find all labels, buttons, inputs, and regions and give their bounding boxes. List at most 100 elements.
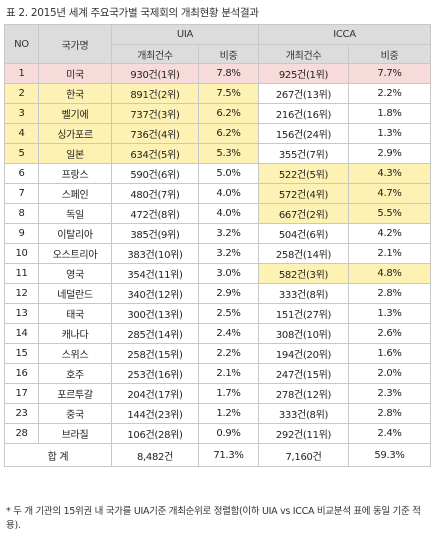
- cell-no: 6: [4, 163, 39, 184]
- cell-country: 이탈리아: [38, 223, 112, 244]
- cell-uia-count: 480건(7위): [111, 183, 199, 204]
- table-row: 7 스페인 480건(7위) 4.0% 572건(4위) 4.7%: [4, 183, 431, 204]
- cell-uia-share: 6.2%: [198, 123, 259, 144]
- cell-uia-share: 5.3%: [198, 143, 259, 164]
- total-label: 합 계: [4, 443, 112, 467]
- cell-icca-count: 333건(8위): [258, 283, 349, 304]
- cell-no: 9: [4, 223, 39, 244]
- cell-icca-share: 2.4%: [348, 423, 431, 444]
- cell-no: 5: [4, 143, 39, 164]
- cell-country: 호주: [38, 363, 112, 384]
- header-icca: ICCA: [258, 24, 431, 45]
- cell-uia-count: 354건(11위): [111, 263, 199, 284]
- cell-icca-count: 151건(27위): [258, 303, 349, 324]
- cell-no: 10: [4, 243, 39, 264]
- total-row: 합 계 8,482건 71.3% 7,160건 59.3%: [4, 443, 431, 467]
- table-row: 4 싱가포르 736건(4위) 6.2% 156건(24위) 1.3%: [4, 123, 431, 144]
- cell-country: 프랑스: [38, 163, 112, 184]
- cell-icca-share: 2.0%: [348, 363, 431, 384]
- cell-uia-share: 4.0%: [198, 183, 259, 204]
- cell-icca-share: 4.3%: [348, 163, 431, 184]
- cell-country: 오스트리아: [38, 243, 112, 264]
- cell-uia-count: 106건(28위): [111, 423, 199, 444]
- cell-no: 28: [4, 423, 39, 444]
- table-row: 5 일본 634건(5위) 5.3% 355건(7위) 2.9%: [4, 143, 431, 164]
- total-uia-count: 8,482건: [111, 443, 199, 467]
- cell-icca-count: 355건(7위): [258, 143, 349, 164]
- cell-icca-count: 504건(6위): [258, 223, 349, 244]
- cell-country: 네덜란드: [38, 283, 112, 304]
- cell-uia-count: 891건(2위): [111, 83, 199, 104]
- cell-uia-share: 2.5%: [198, 303, 259, 324]
- cell-no: 13: [4, 303, 39, 324]
- cell-country: 한국: [38, 83, 112, 104]
- cell-uia-count: 634건(5위): [111, 143, 199, 164]
- cell-icca-count: 572건(4위): [258, 183, 349, 204]
- conference-stats-table: NO 국가명 UIA ICCA 개최건수 비중 개최건수 비중 1 미국 930…: [4, 24, 431, 467]
- cell-country: 벨기에: [38, 103, 112, 124]
- cell-uia-count: 144건(23위): [111, 403, 199, 424]
- cell-country: 캐나다: [38, 323, 112, 344]
- cell-uia-share: 3.0%: [198, 263, 259, 284]
- header-icca-count: 개최건수: [258, 44, 349, 64]
- cell-icca-count: 216건(16위): [258, 103, 349, 124]
- cell-icca-count: 267건(13위): [258, 83, 349, 104]
- cell-uia-share: 7.8%: [198, 63, 259, 84]
- header-uia-share: 비중: [198, 44, 259, 64]
- cell-uia-share: 7.5%: [198, 83, 259, 104]
- cell-uia-share: 3.2%: [198, 243, 259, 264]
- cell-uia-count: 383건(10위): [111, 243, 199, 264]
- cell-icca-share: 2.2%: [348, 83, 431, 104]
- cell-uia-share: 0.9%: [198, 423, 259, 444]
- table-row: 2 한국 891건(2위) 7.5% 267건(13위) 2.2%: [4, 83, 431, 104]
- cell-icca-share: 2.1%: [348, 243, 431, 264]
- cell-no: 15: [4, 343, 39, 364]
- cell-uia-count: 204건(17위): [111, 383, 199, 404]
- header-uia-count: 개최건수: [111, 44, 199, 64]
- cell-country: 중국: [38, 403, 112, 424]
- cell-no: 11: [4, 263, 39, 284]
- cell-uia-count: 258건(15위): [111, 343, 199, 364]
- table-row: 23 중국 144건(23위) 1.2% 333건(8위) 2.8%: [4, 403, 431, 424]
- cell-icca-count: 522건(5위): [258, 163, 349, 184]
- cell-icca-count: 308건(10위): [258, 323, 349, 344]
- table-row: 9 이탈리아 385건(9위) 3.2% 504건(6위) 4.2%: [4, 223, 431, 244]
- cell-country: 스페인: [38, 183, 112, 204]
- cell-icca-count: 925건(1위): [258, 63, 349, 84]
- table-row: 13 태국 300건(13위) 2.5% 151건(27위) 1.3%: [4, 303, 431, 324]
- cell-uia-share: 1.2%: [198, 403, 259, 424]
- header-country: 국가명: [38, 24, 112, 64]
- cell-icca-share: 4.7%: [348, 183, 431, 204]
- table-row: 8 독일 472건(8위) 4.0% 667건(2위) 5.5%: [4, 203, 431, 224]
- cell-icca-count: 292건(11위): [258, 423, 349, 444]
- table-row: 17 포르투갈 204건(17위) 1.7% 278건(12위) 2.3%: [4, 383, 431, 404]
- cell-uia-count: 472건(8위): [111, 203, 199, 224]
- cell-no: 7: [4, 183, 39, 204]
- footnote: * 두 개 기관의 15위권 내 국가를 UIA기준 개최순위로 정렬함(이하 …: [6, 506, 421, 531]
- table-row: 11 영국 354건(11위) 3.0% 582건(3위) 4.8%: [4, 263, 431, 284]
- cell-icca-share: 1.6%: [348, 343, 431, 364]
- cell-uia-count: 340건(12위): [111, 283, 199, 304]
- cell-uia-count: 385건(9위): [111, 223, 199, 244]
- cell-no: 17: [4, 383, 39, 404]
- total-icca-share: 59.3%: [348, 443, 431, 467]
- table-caption: 표 2. 2015년 세계 주요국가별 국제회의 개최현황 분석결과: [6, 7, 259, 19]
- cell-uia-share: 3.2%: [198, 223, 259, 244]
- cell-icca-share: 2.6%: [348, 323, 431, 344]
- cell-icca-share: 2.8%: [348, 403, 431, 424]
- cell-no: 23: [4, 403, 39, 424]
- table-row: 12 네덜란드 340건(12위) 2.9% 333건(8위) 2.8%: [4, 283, 431, 304]
- cell-no: 14: [4, 323, 39, 344]
- cell-icca-count: 194건(20위): [258, 343, 349, 364]
- total-icca-count: 7,160건: [258, 443, 349, 467]
- cell-country: 포르투갈: [38, 383, 112, 404]
- table-row: 3 벨기에 737건(3위) 6.2% 216건(16위) 1.8%: [4, 103, 431, 124]
- cell-no: 4: [4, 123, 39, 144]
- cell-uia-count: 737건(3위): [111, 103, 199, 124]
- header-icca-share: 비중: [348, 44, 431, 64]
- cell-icca-count: 247건(15위): [258, 363, 349, 384]
- cell-no: 3: [4, 103, 39, 124]
- cell-uia-share: 2.2%: [198, 343, 259, 364]
- table-row: 28 브라질 106건(28위) 0.9% 292건(11위) 2.4%: [4, 423, 431, 444]
- cell-no: 12: [4, 283, 39, 304]
